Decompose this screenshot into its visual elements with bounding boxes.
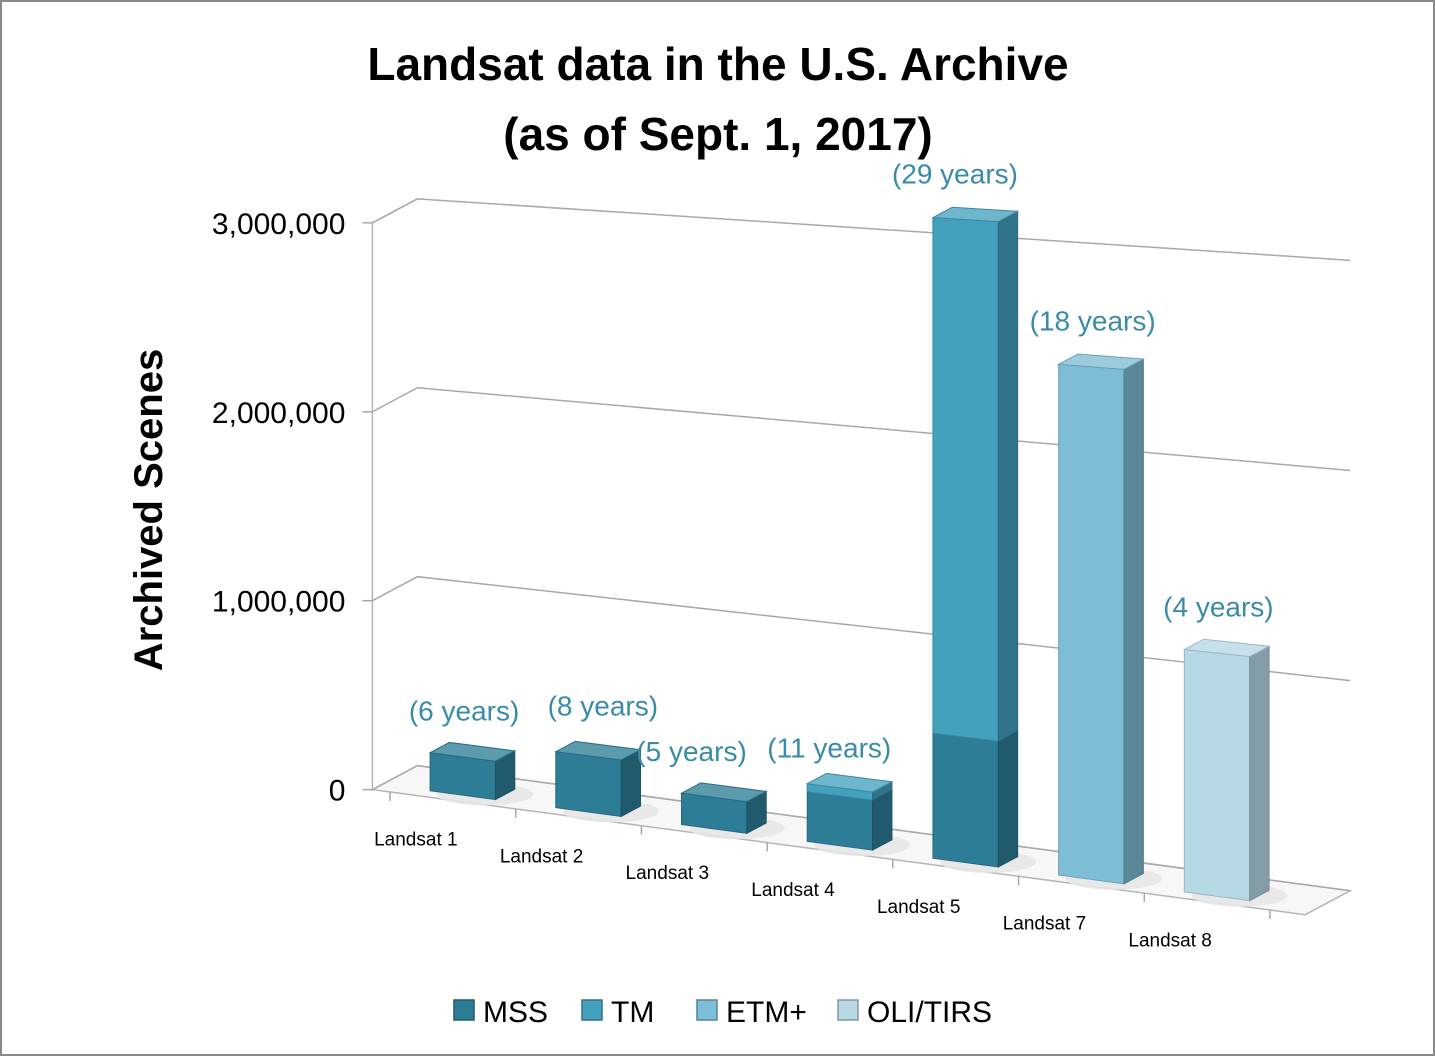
x-tick-label: Landsat 3 [626, 863, 709, 884]
bar-segment [679, 782, 768, 835]
bar-segment [932, 729, 1019, 868]
chart-title-line-1: Landsat data in the U.S. Archive [367, 38, 1068, 90]
legend: MSS TM ETM+ OLI/TIRS [453, 996, 992, 1029]
data-label: (5 years) [636, 736, 746, 767]
gridline [372, 575, 1351, 682]
legend-label: MSS [483, 996, 548, 1029]
x-tick-label: Landsat 4 [751, 880, 835, 901]
legend-label: TM [611, 996, 654, 1029]
y-tick-label: 0 [329, 775, 346, 808]
bar-segment [805, 772, 894, 801]
legend-item: ETM+ [696, 996, 807, 1029]
x-tick-label: Landsat 7 [1003, 914, 1086, 935]
legend-label: ETM+ [726, 996, 807, 1029]
bar-segment [554, 740, 643, 818]
legend-swatch [581, 999, 603, 1021]
legend-label: OLI/TIRS [867, 996, 992, 1029]
x-tick-label: Landsat 1 [374, 829, 457, 850]
legend-swatch [453, 999, 475, 1021]
legend-swatch [696, 999, 718, 1021]
gridline [372, 764, 1351, 892]
bar-segment [1056, 353, 1146, 885]
data-label: (29 years) [892, 158, 1018, 189]
bar-segment [428, 741, 517, 801]
x-tick-label: Landsat 2 [500, 846, 583, 867]
data-label: (18 years) [1030, 305, 1156, 336]
chart-title-line-2: (as of Sept. 1, 2017) [503, 108, 933, 160]
data-label: (4 years) [1163, 592, 1273, 623]
data-labels: (6 years) (8 years) (5 years) (11 years) (29… [409, 158, 1274, 767]
y-axis-label: Archived Scenes [127, 349, 171, 671]
bar-segment [806, 788, 893, 851]
y-tick-label: 3,000,000 [212, 208, 345, 241]
x-tick-label: Landsat 8 [1128, 931, 1211, 952]
data-label: (8 years) [548, 691, 658, 722]
data-label: (11 years) [767, 733, 891, 764]
bars [428, 206, 1288, 907]
bar-segment [931, 206, 1020, 742]
bar-segment [1182, 638, 1271, 902]
gridline [372, 387, 1351, 472]
y-tick-label: 1,000,000 [212, 586, 345, 619]
gridline [372, 198, 1351, 262]
x-tick-labels: Landsat 1 Landsat 2 Landsat 3 Landsat 4 Land… [374, 829, 1212, 951]
x-tick-label: Landsat 5 [877, 897, 960, 918]
y-tick-label: 2,000,000 [212, 397, 345, 430]
data-label: (6 years) [409, 696, 519, 727]
y-tick-labels: 0 1,000,000 2,000,000 3,000,000 [212, 208, 345, 808]
legend-item: OLI/TIRS [837, 996, 992, 1029]
legend-item: MSS [453, 996, 548, 1029]
legend-swatch [837, 999, 859, 1021]
legend-item: TM [581, 996, 654, 1029]
